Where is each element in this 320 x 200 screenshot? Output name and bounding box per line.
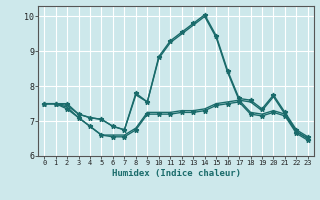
X-axis label: Humidex (Indice chaleur): Humidex (Indice chaleur) [111, 169, 241, 178]
